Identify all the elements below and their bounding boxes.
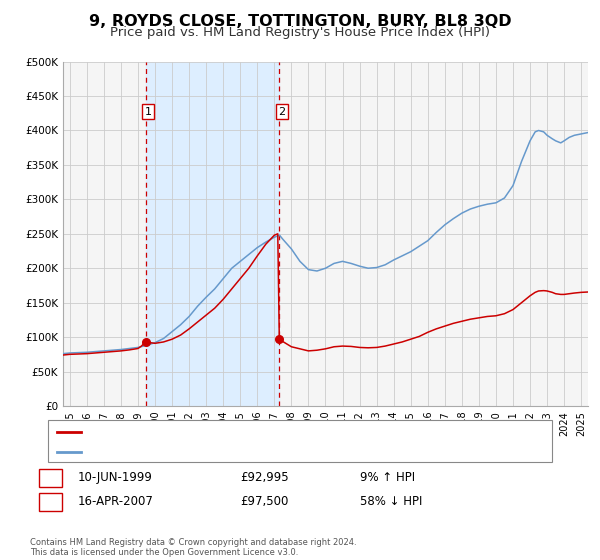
Text: HPI: Average price, detached house, Bury: HPI: Average price, detached house, Bury	[85, 446, 313, 456]
Text: 1: 1	[47, 471, 54, 484]
Text: 1: 1	[145, 106, 152, 116]
Text: 9, ROYDS CLOSE, TOTTINGTON, BURY, BL8 3QD: 9, ROYDS CLOSE, TOTTINGTON, BURY, BL8 3Q…	[89, 14, 511, 29]
Text: 2: 2	[47, 495, 54, 508]
Text: £97,500: £97,500	[240, 495, 289, 508]
Bar	[146, 62, 280, 406]
Text: 10-JUN-1999: 10-JUN-1999	[78, 471, 153, 484]
Text: 9% ↑ HPI: 9% ↑ HPI	[360, 471, 415, 484]
Text: 2: 2	[278, 106, 286, 116]
Text: £92,995: £92,995	[240, 471, 289, 484]
Text: 58% ↓ HPI: 58% ↓ HPI	[360, 495, 422, 508]
Text: 9, ROYDS CLOSE, TOTTINGTON, BURY, BL8 3QD (detached house): 9, ROYDS CLOSE, TOTTINGTON, BURY, BL8 3Q…	[85, 427, 444, 437]
Text: Price paid vs. HM Land Registry's House Price Index (HPI): Price paid vs. HM Land Registry's House …	[110, 26, 490, 39]
Text: Contains HM Land Registry data © Crown copyright and database right 2024.
This d: Contains HM Land Registry data © Crown c…	[30, 538, 356, 557]
Text: 16-APR-2007: 16-APR-2007	[78, 495, 154, 508]
